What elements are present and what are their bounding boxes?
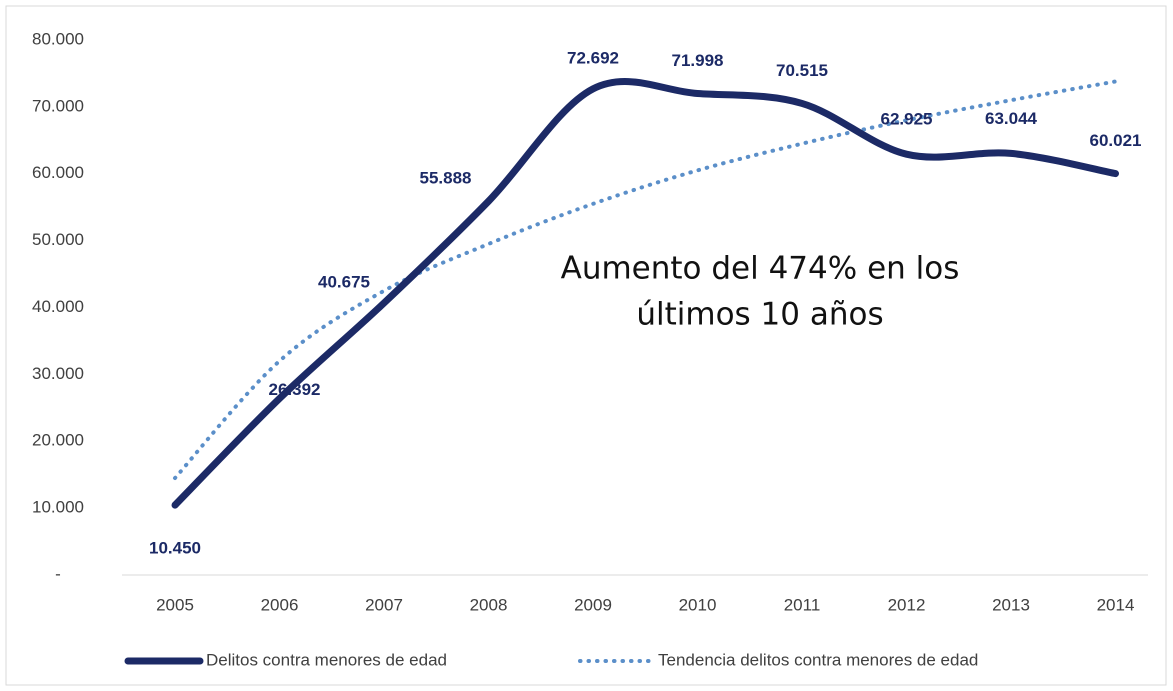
x-tick-label: 2013 xyxy=(992,595,1030,614)
y-tick-label: 70.000 xyxy=(32,96,84,115)
annotation: Aumento del 474% en los xyxy=(561,251,960,287)
data-label: 40.675 xyxy=(318,272,370,291)
x-tick-label: 2010 xyxy=(679,595,717,614)
data-label: 60.021 xyxy=(1090,131,1142,150)
x-tick-label: 2012 xyxy=(888,595,926,614)
y-tick-label: 50.000 xyxy=(32,230,84,249)
data-label: 55.888 xyxy=(420,169,472,188)
data-label: 10.450 xyxy=(149,539,201,558)
y-tick-label: - xyxy=(55,564,61,583)
x-tick-label: 2008 xyxy=(470,595,508,614)
x-tick-label: 2007 xyxy=(365,595,403,614)
annotation: últimos 10 años xyxy=(636,297,883,333)
data-label: 72.692 xyxy=(567,48,619,67)
chart-border xyxy=(5,5,1167,686)
y-tick-label: 40.000 xyxy=(32,297,84,316)
x-tick-label: 2005 xyxy=(156,595,194,614)
x-tick-label: 2009 xyxy=(574,595,612,614)
y-tick-label: 30.000 xyxy=(32,364,84,383)
y-tick-label: 80.000 xyxy=(32,29,84,48)
y-tick-label: 20.000 xyxy=(32,431,84,450)
data-line xyxy=(171,78,1119,509)
legend-label: Delitos contra menores de edad xyxy=(206,650,447,669)
x-tick-label: 2014 xyxy=(1097,595,1135,614)
data-label: 71.998 xyxy=(672,51,724,70)
data-label: 63.044 xyxy=(985,109,1038,128)
trend-line xyxy=(173,79,1118,481)
y-tick-label: 10.000 xyxy=(32,498,84,517)
legend-label: Tendencia delitos contra menores de edad xyxy=(658,650,978,669)
x-tick-label: 2006 xyxy=(261,595,299,614)
data-label: 62.925 xyxy=(881,110,933,129)
data-label: 26.392 xyxy=(269,380,321,399)
x-tick-label: 2011 xyxy=(784,595,821,614)
y-tick-label: 60.000 xyxy=(32,163,84,182)
data-label: 70.515 xyxy=(776,61,828,80)
